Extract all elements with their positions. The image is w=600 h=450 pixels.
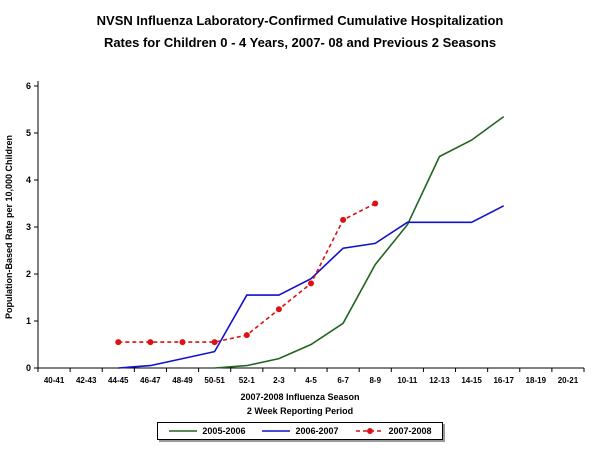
legend-swatch: [261, 426, 291, 436]
legend-swatch: [355, 426, 385, 436]
series-marker-2007-2008: [211, 339, 218, 346]
x-tick-label: 12-13: [429, 376, 450, 385]
chart-svg: 0 1 2 3 4 5 6 40-41 42-43 44-45 46-47 48-49 50-51 52-…: [26, 81, 585, 385]
series-line-2007-2008: [118, 202, 376, 343]
x-tick-label: 42-43: [76, 376, 97, 385]
chart-title-line2: Rates for Children 0 - 4 Years, 2007- 08…: [103, 35, 497, 50]
y-tick-label: 6: [26, 81, 31, 91]
legend-label: 2006-2007: [295, 426, 339, 436]
x-tick-label: 16-17: [493, 376, 514, 385]
x-tick-label: 14-15: [461, 376, 482, 385]
series-marker-2007-2008: [179, 339, 186, 346]
legend: 2005-2006 2006-2007 2007-2008: [157, 422, 443, 440]
series-marker-2007-2008: [308, 280, 314, 287]
chart-title-line1: NVSN Influenza Laboratory-Confirmed Cumu…: [96, 13, 504, 28]
series-marker-2007-2008: [115, 339, 122, 346]
chart-title: NVSN Influenza Laboratory-Confirmed Cumu…: [0, 10, 600, 54]
x-tick-label: 44-45: [108, 376, 129, 385]
x-tick-label: 18-19: [526, 376, 547, 385]
x-axis-title-line2: 2 Week Reporting Period: [246, 406, 354, 416]
series-marker-2007-2008: [147, 339, 154, 346]
series-marker-2007-2008: [340, 216, 347, 223]
series-line-2006-2007: [118, 205, 505, 369]
x-tick-label: 8-9: [369, 376, 381, 385]
x-tick-label: 6-7: [337, 376, 349, 385]
legend-item-2005-2006: 2005-2006: [168, 426, 245, 436]
x-tick-label: 52-1: [239, 376, 256, 385]
x-tick-label: 4-5: [305, 376, 317, 385]
series-marker-2007-2008: [372, 200, 379, 207]
x-tick-label: 50-51: [204, 376, 225, 385]
y-tick-label: 0: [26, 363, 31, 373]
x-tick-label: 10-11: [397, 376, 418, 385]
y-tick-label: 5: [26, 128, 31, 138]
series-marker-2007-2008: [275, 306, 282, 313]
legend-swatch: [168, 426, 198, 436]
legend-item-2006-2007: 2006-2007: [261, 426, 339, 436]
legend-item-2007-2008: 2007-2008: [355, 426, 432, 436]
x-tick-label: 48-49: [172, 376, 193, 385]
y-tick-label: 4: [26, 175, 31, 185]
x-axis-title-line1: 2007-2008 Influenza Season: [240, 392, 360, 402]
series-line-2005-2006: [214, 115, 505, 369]
x-tick-label: 46-47: [140, 376, 161, 385]
legend-label: 2007-2008: [388, 426, 432, 436]
series-marker-2007-2008: [243, 332, 250, 339]
y-tick-label: 2: [26, 269, 31, 279]
y-tick-label: 3: [26, 222, 31, 232]
x-tick-label: 2-3: [273, 376, 285, 385]
legend-wrap: 2005-2006 2006-2007 2007-2008: [0, 422, 600, 440]
y-tick-label: 1: [26, 316, 31, 326]
x-tick-label: 40-41: [44, 376, 65, 385]
legend-label: 2005-2006: [202, 426, 246, 436]
x-tick-label: 20-21: [558, 376, 579, 385]
